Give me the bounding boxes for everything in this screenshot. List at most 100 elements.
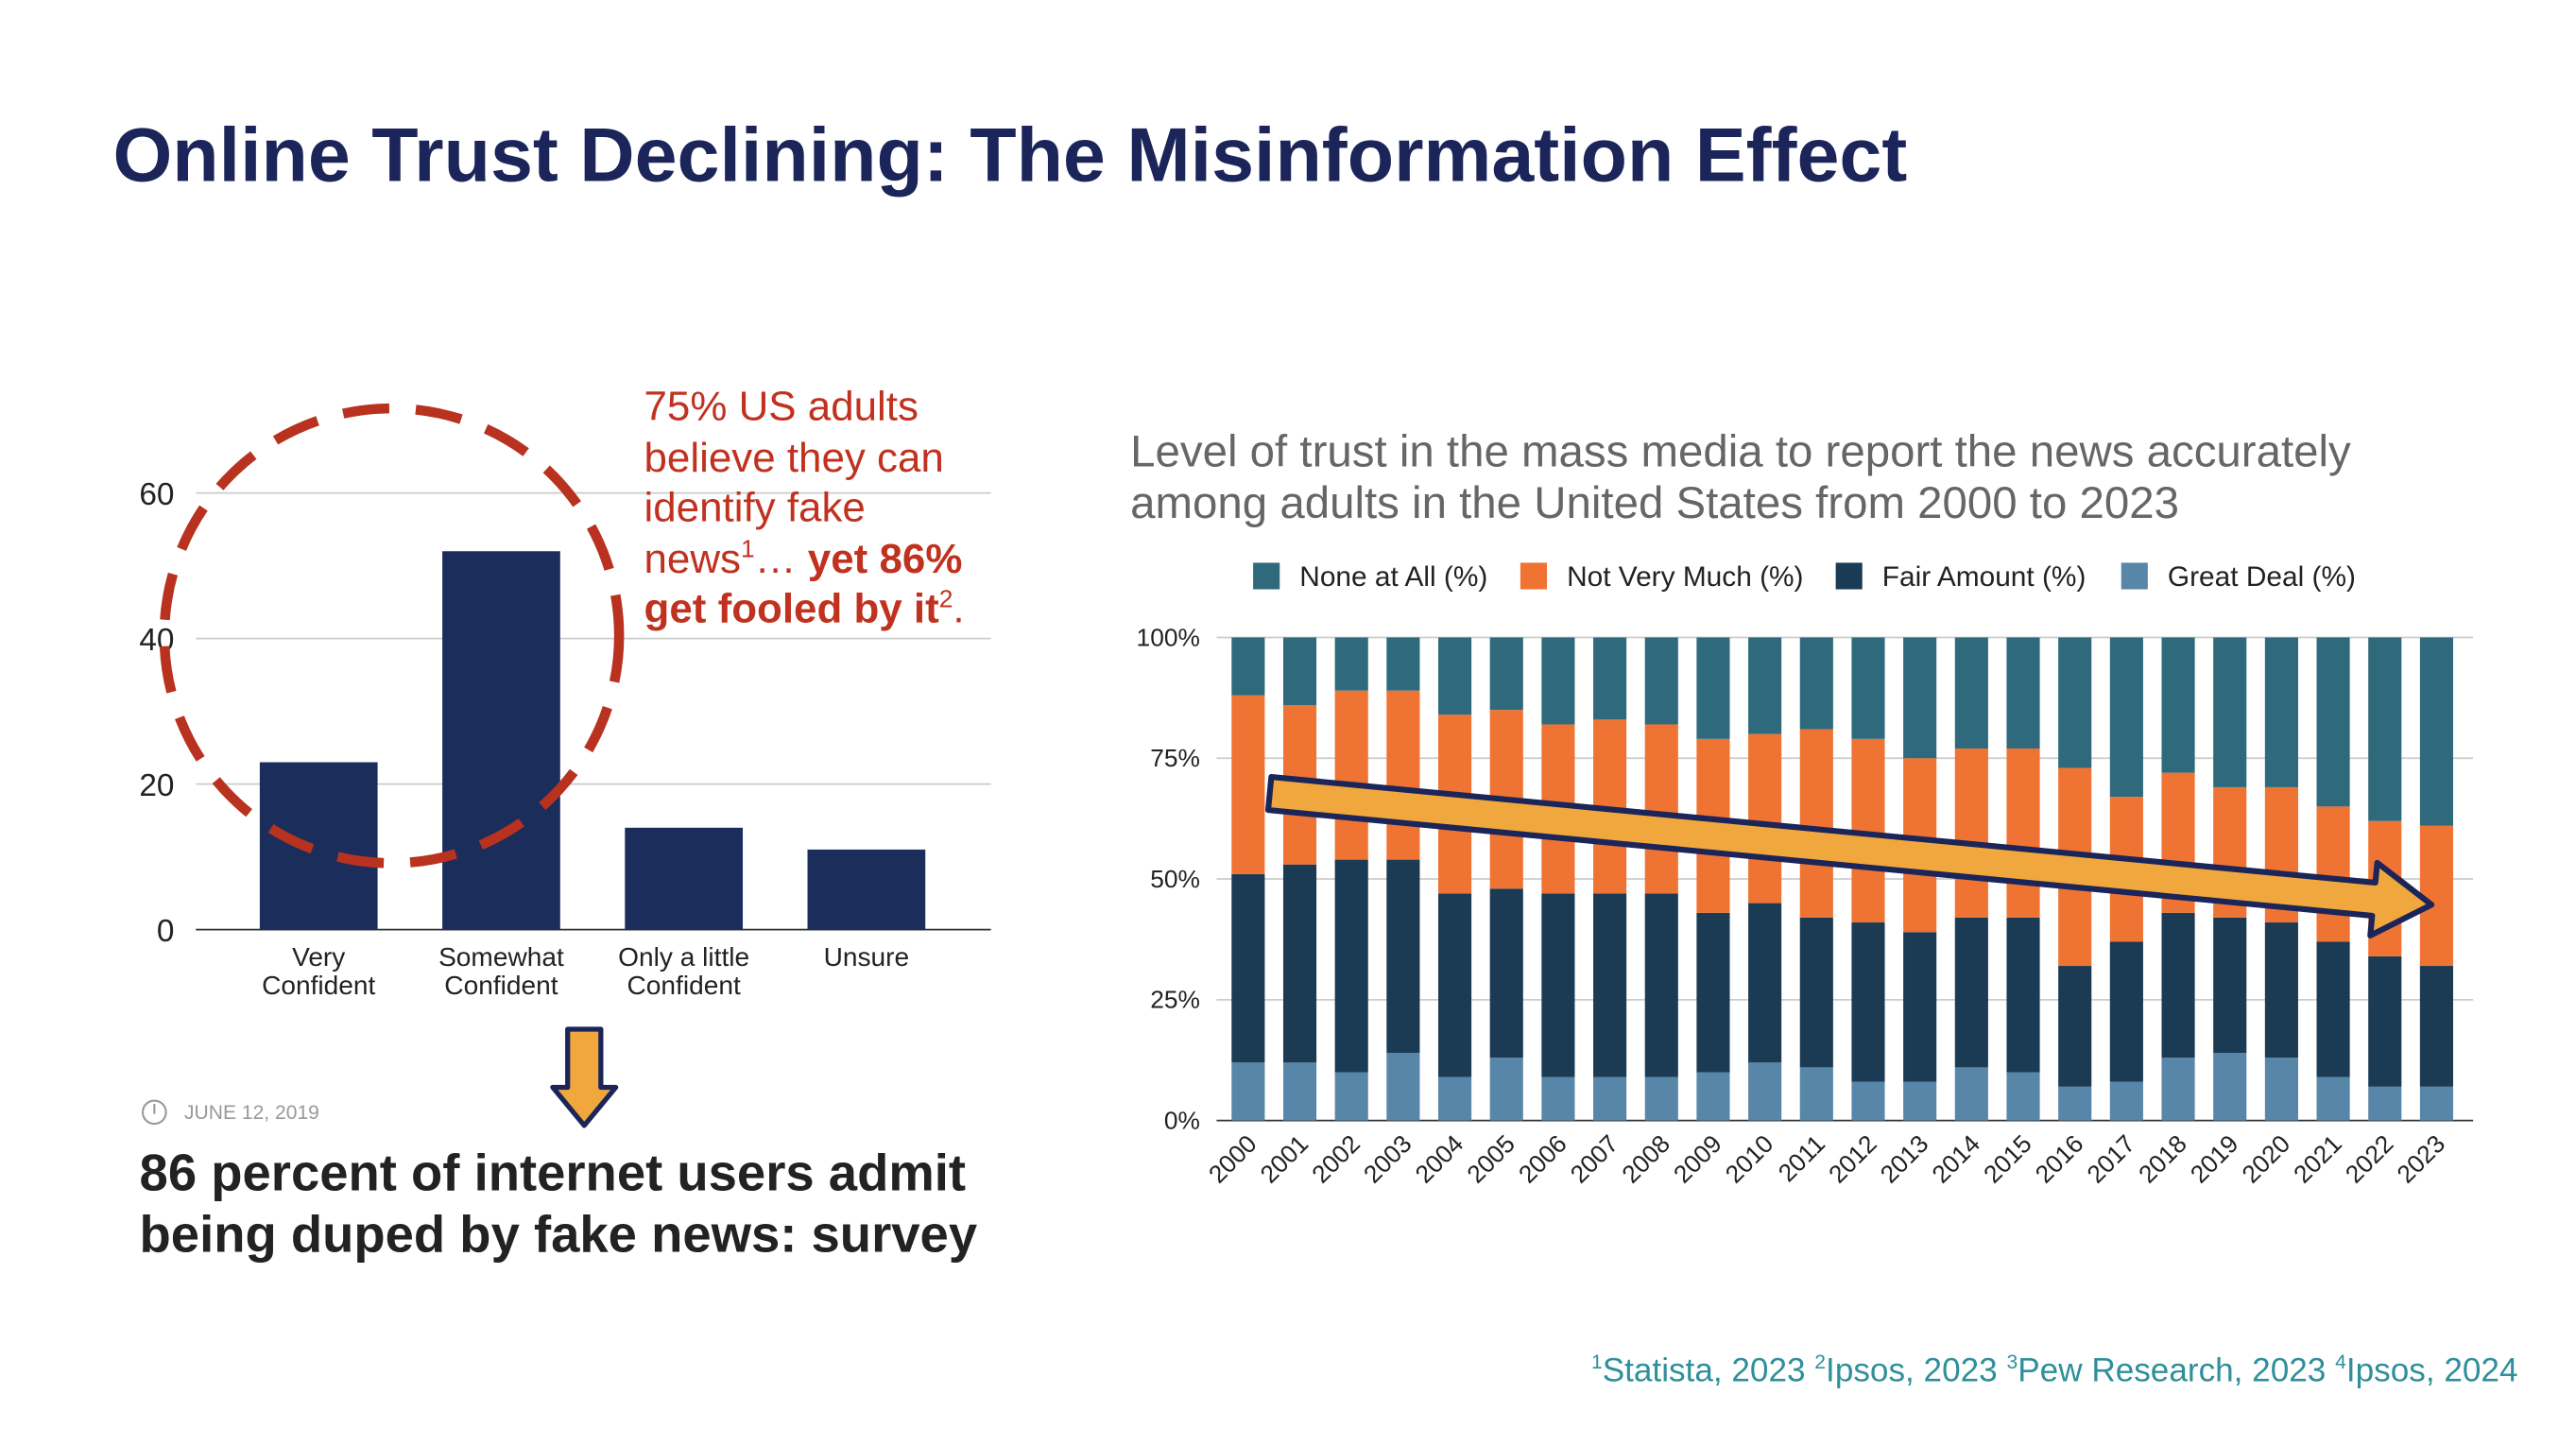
bar-segment — [1696, 912, 1730, 1073]
x-tick-label-line: Confident — [262, 971, 375, 1000]
annotation-sup: 2 — [938, 585, 953, 614]
bar-segment — [1437, 893, 1472, 1077]
bar-segment — [1644, 1076, 1678, 1121]
bar — [259, 762, 378, 930]
bar-segment — [2316, 806, 2350, 942]
bar-segment — [2264, 922, 2298, 1059]
bar-segment — [1593, 1076, 1627, 1121]
bar-segment — [1593, 637, 1627, 720]
bar-segment — [1954, 637, 1988, 749]
bar-segment — [1231, 873, 1265, 1063]
bar-segment — [2419, 637, 2454, 826]
x-tick-label: Very Confident — [262, 942, 375, 1000]
x-tick-label: 2021 — [2288, 1129, 2347, 1189]
bar-segment — [1696, 1072, 1730, 1121]
bar-segment — [1386, 1053, 1420, 1121]
x-tick-label: Only a little Confident — [618, 942, 749, 1000]
bar-segment — [2213, 637, 2247, 787]
bar-segment — [1903, 637, 1937, 759]
bar-segment — [2109, 1081, 2143, 1121]
legend-label: Great Deal (%) — [2168, 561, 2356, 593]
bar-segment — [1541, 893, 1575, 1077]
x-tick-label: 2017 — [2082, 1129, 2141, 1189]
bar-segment — [1334, 1072, 1368, 1121]
bar-segment — [1799, 729, 1833, 918]
legend-label: Not Very Much (%) — [1567, 561, 1803, 593]
bar-segment — [1644, 893, 1678, 1077]
y-tick-label: 20 — [139, 768, 174, 803]
x-tick-label: 2001 — [1255, 1129, 1314, 1189]
bar-segment — [2368, 955, 2402, 1087]
footnote-sup: 1 — [1590, 1350, 1603, 1374]
x-tick-label: 2006 — [1513, 1129, 1572, 1189]
bar-segment — [1282, 637, 1317, 706]
bar-segment — [1334, 859, 1368, 1073]
bar-segment — [2006, 1072, 2040, 1121]
bar-segment — [1334, 637, 1368, 691]
bar-segment — [1437, 637, 1472, 715]
bar-segment — [2213, 1053, 2247, 1121]
x-tick-label: 2005 — [1461, 1129, 1520, 1189]
bar-segment — [1954, 749, 1988, 918]
bar-segment — [2161, 1058, 2195, 1121]
clock-icon — [141, 1099, 167, 1126]
annotation-sup: 1 — [741, 534, 755, 563]
bar-segment — [2006, 749, 2040, 918]
bar-segment — [1489, 1058, 1523, 1121]
bar-segment — [1386, 859, 1420, 1054]
bar-segment — [1231, 637, 1265, 696]
x-tick-label: 2008 — [1616, 1129, 1675, 1189]
bar-segment — [1644, 724, 1678, 894]
news-date: JUNE 12, 2019 — [183, 1100, 319, 1125]
footnote: Pew Research, 2023 — [2018, 1352, 2327, 1390]
annotation-text: 75% US adults believe they can identify … — [644, 383, 944, 582]
bar-segment — [1799, 1067, 1833, 1121]
footnotes: 1Statista, 2023 2Ipsos, 2023 3Pew Resear… — [1590, 1350, 2518, 1390]
y-tick-label: 100% — [1137, 623, 1200, 651]
bar-segment — [1954, 1067, 1988, 1121]
y-tick-label: 25% — [1150, 986, 1200, 1014]
bar — [442, 551, 560, 930]
bar-segment — [1386, 690, 1420, 860]
x-tick-label: 2015 — [1978, 1129, 2037, 1189]
bar-segment — [1954, 917, 1988, 1068]
legend-label: None at All (%) — [1299, 561, 1487, 593]
bar-segment — [2006, 917, 2040, 1073]
x-tick-label: 2018 — [2133, 1129, 2192, 1189]
x-tick-label-line: Confident — [444, 971, 558, 1000]
x-tick-label: 2003 — [1358, 1129, 1417, 1189]
bar-segment — [1851, 637, 1885, 739]
y-tick-label: 60 — [139, 477, 174, 512]
bar-segment — [1799, 637, 1833, 730]
bar-segment — [1231, 695, 1265, 874]
y-tick-label: 0 — [157, 914, 175, 949]
bar-segment — [1748, 903, 1782, 1063]
footnote: Ipsos, 2023 — [1826, 1352, 1998, 1390]
x-tick-label: 2007 — [1565, 1129, 1624, 1189]
bar-segment — [2316, 637, 2350, 807]
bar-segment — [2419, 966, 2454, 1087]
x-tick-label: 2016 — [2030, 1129, 2089, 1189]
bar-segment — [2368, 1086, 2402, 1121]
bar-segment — [2058, 966, 2092, 1087]
bar-segment — [2213, 917, 2247, 1054]
x-tick-label: Somewhat Confident — [438, 942, 564, 1000]
bar — [807, 849, 926, 930]
x-tick-label-line: Very — [292, 942, 345, 972]
x-tick-label: 2022 — [2340, 1129, 2399, 1189]
bar-segment — [1696, 637, 1730, 739]
bar-segment — [1489, 888, 1523, 1059]
highlight-circle — [159, 403, 625, 869]
bar-segment — [2058, 1086, 2092, 1121]
x-tick-label: 2010 — [1720, 1129, 1779, 1189]
x-tick-label-line: Confident — [627, 971, 741, 1000]
x-tick-label: 2019 — [2185, 1129, 2244, 1189]
annotation-ellipsis: … — [754, 535, 797, 582]
bar-segment — [1282, 1062, 1317, 1121]
bar-segment — [2058, 637, 2092, 768]
bar-segment — [1334, 690, 1368, 860]
legend-swatch — [1835, 562, 1863, 590]
